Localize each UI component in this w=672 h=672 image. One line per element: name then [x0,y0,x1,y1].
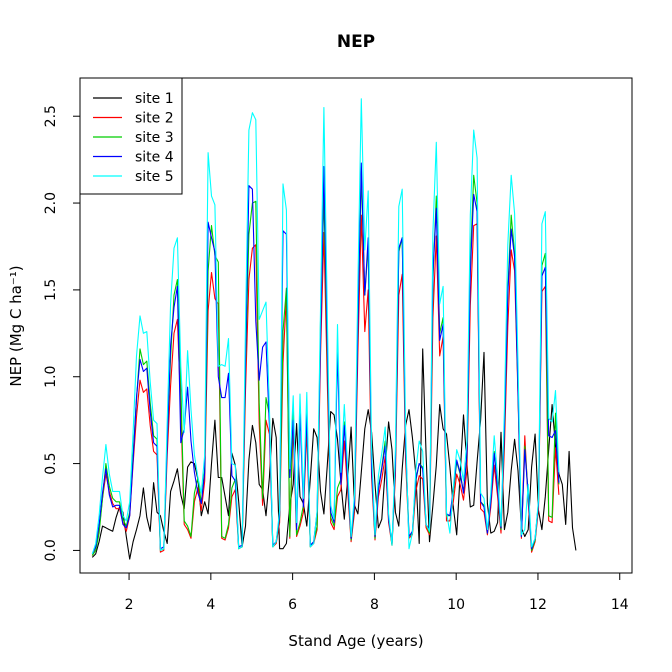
legend-box [79,77,183,195]
x-axis-label: Stand Age (years) [288,632,423,650]
y-tick-label: 0.0 [43,539,59,561]
x-tick-label: 10 [447,597,465,613]
x-tick-label: 12 [529,597,547,613]
x-tick-label: 6 [288,597,297,613]
plot-frame [79,77,633,574]
y-tick-label: 2.0 [43,192,59,214]
chart-title: NEP [337,32,375,52]
y-tick-label: 2.5 [43,105,59,127]
y-tick-label: 1.5 [43,279,59,301]
series-line-2 [91,214,560,556]
x-tick-label: 4 [206,597,215,613]
series-line-1 [91,348,577,560]
y-axis: 0.0 0.5 1.0 1.5 2.0 2.5 [43,105,80,562]
legend-label-5: site 5 [135,169,174,185]
legend-label-1: site 1 [135,91,174,107]
y-tick-label: 0.5 [43,452,59,474]
y-axis-label: NEP (Mg C ha⁻¹) [7,265,25,386]
series-line-5 [91,98,560,555]
legend-label-4: site 4 [135,150,174,166]
series-lines [91,98,577,560]
y-tick-label: 1.0 [43,366,59,388]
series-line-4 [91,162,560,555]
legend-label-3: site 3 [135,130,174,146]
legend: site 1 site 2 site 3 site 4 site 5 [79,77,183,195]
legend-label-2: site 2 [135,111,174,127]
x-tick-label: 8 [370,597,379,613]
x-axis: 2 4 6 8 10 12 14 [125,573,629,613]
x-tick-label: 14 [611,597,629,613]
x-tick-label: 2 [125,597,134,613]
